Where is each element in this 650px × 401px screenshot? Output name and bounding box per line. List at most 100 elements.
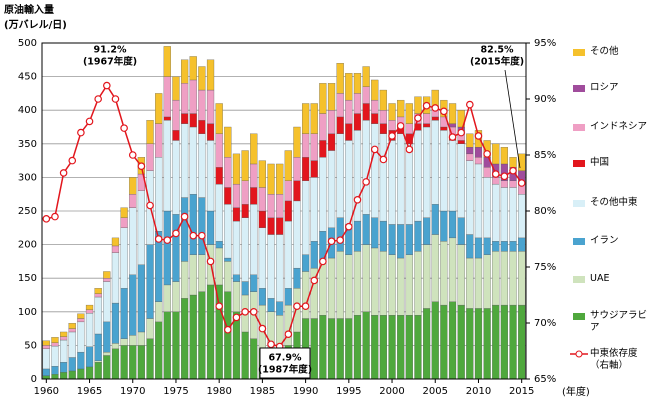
- bar-segment: [405, 103, 413, 124]
- bar-segment: [310, 241, 318, 269]
- y-tick-label: 250: [18, 206, 37, 217]
- bar-segment: [422, 308, 431, 380]
- line-marker: [466, 100, 474, 109]
- bar-segment: [327, 110, 336, 134]
- bar-segment: [336, 93, 344, 118]
- bar-segment: [388, 140, 396, 225]
- bar-segment: [42, 375, 50, 380]
- legend-label: ロシア: [590, 82, 619, 93]
- bar-segment: [267, 234, 275, 299]
- bar-segment: [448, 210, 457, 239]
- bar-segment: [276, 217, 284, 235]
- x-tick-label: 2000: [379, 386, 404, 397]
- bar-segment: [198, 66, 206, 91]
- bar-segment: [241, 281, 249, 296]
- bar-segment: [198, 254, 206, 292]
- annotation: 91.2%: [94, 45, 127, 56]
- legend-swatch: [573, 49, 585, 56]
- line-marker: [284, 330, 293, 339]
- line-marker: [154, 235, 163, 243]
- bar-segment: [103, 281, 111, 323]
- bar-segment: [457, 110, 465, 128]
- line-marker: [206, 257, 215, 266]
- bar-segment: [500, 241, 508, 252]
- bar-segment: [388, 254, 396, 316]
- bar-segment: [327, 133, 336, 151]
- line-marker: [163, 236, 172, 244]
- bar-segment: [319, 261, 327, 316]
- bar-segment: [379, 123, 387, 134]
- line-marker: [422, 101, 431, 110]
- bar-segment: [215, 241, 223, 249]
- bar-segment: [518, 194, 526, 239]
- bar-segment: [500, 251, 508, 306]
- bar-segment: [250, 274, 258, 292]
- line-marker: [51, 212, 59, 221]
- bar-segment: [293, 288, 301, 333]
- bar-segment: [440, 304, 448, 380]
- line-marker: [483, 150, 491, 158]
- bar-segment: [397, 99, 405, 118]
- bar-segment: [500, 147, 508, 165]
- bar-segment: [224, 291, 232, 380]
- bar-segment: [172, 214, 180, 282]
- bar-segment: [293, 200, 301, 269]
- annotation: (1967年度): [83, 56, 137, 68]
- bar-segment: [68, 370, 76, 380]
- bar-segment: [440, 130, 448, 212]
- bar-segment: [180, 298, 189, 380]
- bar-segment: [258, 210, 266, 228]
- y2-tick-label: 75%: [534, 262, 556, 273]
- bar-segment: [85, 309, 94, 314]
- bar-segment: [440, 241, 448, 306]
- bar-segment: [448, 123, 457, 128]
- legend-label: 中国: [590, 157, 610, 168]
- bar-segment: [414, 251, 422, 316]
- bar-segment: [301, 133, 310, 158]
- bar-segment: [492, 183, 500, 242]
- bar-segment: [371, 123, 379, 218]
- bar-segment: [146, 120, 154, 144]
- bar-segment: [180, 113, 189, 124]
- bar-segment: [345, 254, 353, 319]
- bar-segment: [336, 63, 344, 94]
- bar-segment: [77, 318, 85, 323]
- bar-segment: [224, 261, 232, 292]
- bar-segment: [137, 345, 146, 380]
- bar-segment: [405, 315, 413, 380]
- bar-segment: [120, 338, 128, 346]
- bar-segment: [206, 284, 215, 380]
- bar-segment: [422, 123, 431, 128]
- bar-segment: [457, 244, 465, 306]
- y2-tick-label: 85%: [534, 150, 556, 161]
- bar-segment: [500, 304, 508, 380]
- bar-segment: [155, 321, 163, 380]
- line-marker: [414, 114, 422, 122]
- bar-segment: [448, 237, 457, 302]
- bar-segment: [129, 177, 137, 195]
- bar-segment: [371, 217, 379, 249]
- bar-segment: [509, 180, 517, 188]
- bar-segment: [353, 113, 362, 131]
- line-marker: [77, 128, 85, 137]
- bar-segment: [319, 315, 327, 380]
- bar-segment: [457, 304, 465, 380]
- bar-segment: [189, 294, 197, 380]
- bar-segment: [353, 315, 362, 380]
- bar-segment: [327, 318, 336, 380]
- bar-segment: [276, 301, 284, 316]
- y-tick-label: 100: [18, 307, 37, 318]
- bar-segment: [241, 180, 249, 205]
- bar-segment: [483, 167, 491, 178]
- bar-segment: [509, 187, 517, 242]
- bar-segment: [422, 244, 431, 309]
- legend-swatch: [573, 238, 585, 245]
- bar-segment: [103, 278, 111, 282]
- x-tick-label: 2015: [509, 386, 534, 397]
- annotation-box: [259, 347, 311, 379]
- line-marker: [111, 95, 120, 103]
- line-marker: [362, 178, 370, 186]
- legend-label: イラン: [590, 235, 619, 246]
- line-marker: [172, 229, 180, 238]
- bar-segment: [250, 163, 258, 188]
